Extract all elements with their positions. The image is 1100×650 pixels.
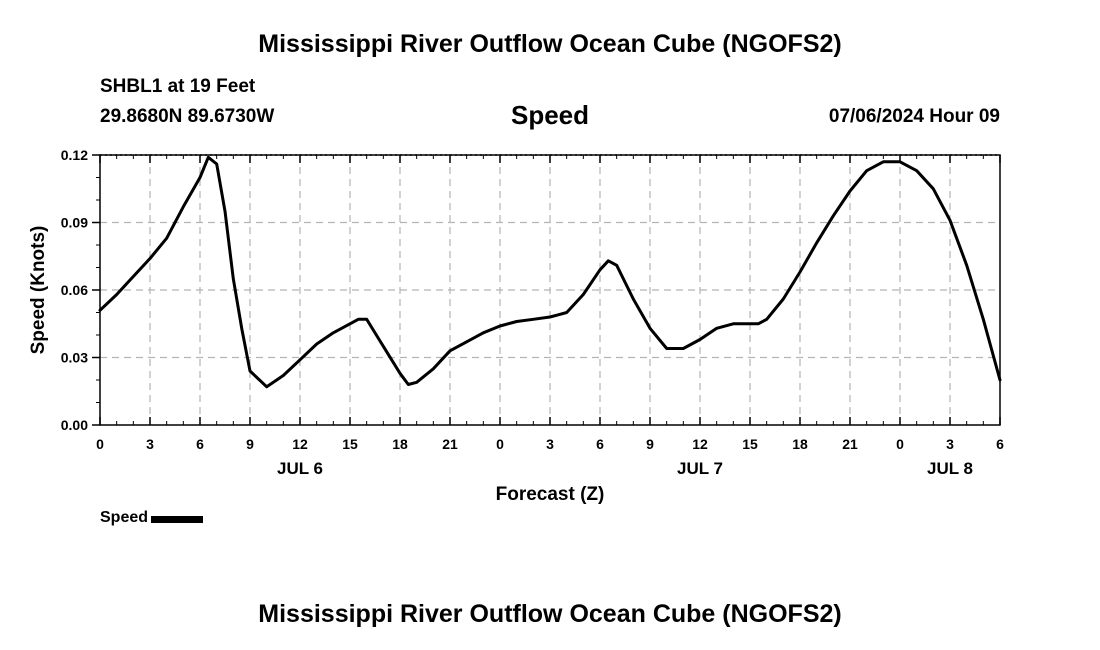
x-tick-label: 15 xyxy=(742,436,758,452)
station-coordinates: 29.8680N 89.6730W xyxy=(100,106,275,127)
y-tick-label: 0.03 xyxy=(61,350,88,366)
chart-legend: Speed xyxy=(100,509,204,527)
chart-tick-labels: 0.00 0.03 0.06 0.09 0.12 0 3 6 9 12 15 18 21 0 3 6 9 12 15… xyxy=(61,147,1004,478)
x-tick-label: 0 xyxy=(896,436,904,452)
x-tick-label: 9 xyxy=(646,436,654,452)
chart-main-title: Mississippi River Outflow Ocean Cube (NG… xyxy=(258,30,842,58)
station-label: SHBL1 at 19 Feet xyxy=(100,76,256,97)
date-label: JUL 8 xyxy=(927,459,973,478)
y-tick-label: 0.06 xyxy=(61,282,88,298)
x-tick-label: 15 xyxy=(342,436,358,452)
y-tick-label: 0.12 xyxy=(61,147,88,163)
chart-grid xyxy=(100,155,1000,425)
x-axis-label: Forecast (Z) xyxy=(496,484,605,505)
x-tick-label: 21 xyxy=(442,436,458,452)
series-line-speed xyxy=(98,155,1002,389)
x-tick-label: 21 xyxy=(842,436,858,452)
x-tick-label: 12 xyxy=(692,436,708,452)
x-tick-label: 3 xyxy=(546,436,554,452)
legend-label: Speed xyxy=(100,509,149,526)
x-tick-label: 3 xyxy=(146,436,154,452)
date-label: JUL 7 xyxy=(677,459,723,478)
y-axis-label: Speed (Knots) xyxy=(28,226,49,355)
forecast-datetime: 07/06/2024 Hour 09 xyxy=(828,106,1000,127)
x-tick-label: 9 xyxy=(246,436,254,452)
legend-line-swatch xyxy=(151,516,204,523)
x-tick-label: 6 xyxy=(196,436,204,452)
y-tick-label: 0.09 xyxy=(61,215,88,231)
x-tick-label: 3 xyxy=(946,436,954,452)
x-tick-label: 0 xyxy=(96,436,104,452)
x-tick-label: 18 xyxy=(792,436,808,452)
x-tick-label: 6 xyxy=(996,436,1004,452)
x-tick-label: 6 xyxy=(596,436,604,452)
x-tick-label: 12 xyxy=(292,436,308,452)
chart-series xyxy=(98,155,1002,389)
x-tick-label: 18 xyxy=(392,436,408,452)
footer-title: Mississippi River Outflow Ocean Cube (NG… xyxy=(258,600,842,628)
date-label: JUL 6 xyxy=(277,459,323,478)
x-tick-label: 0 xyxy=(496,436,504,452)
y-tick-label: 0.00 xyxy=(61,417,88,433)
chart-variable-title: Speed xyxy=(510,100,590,130)
